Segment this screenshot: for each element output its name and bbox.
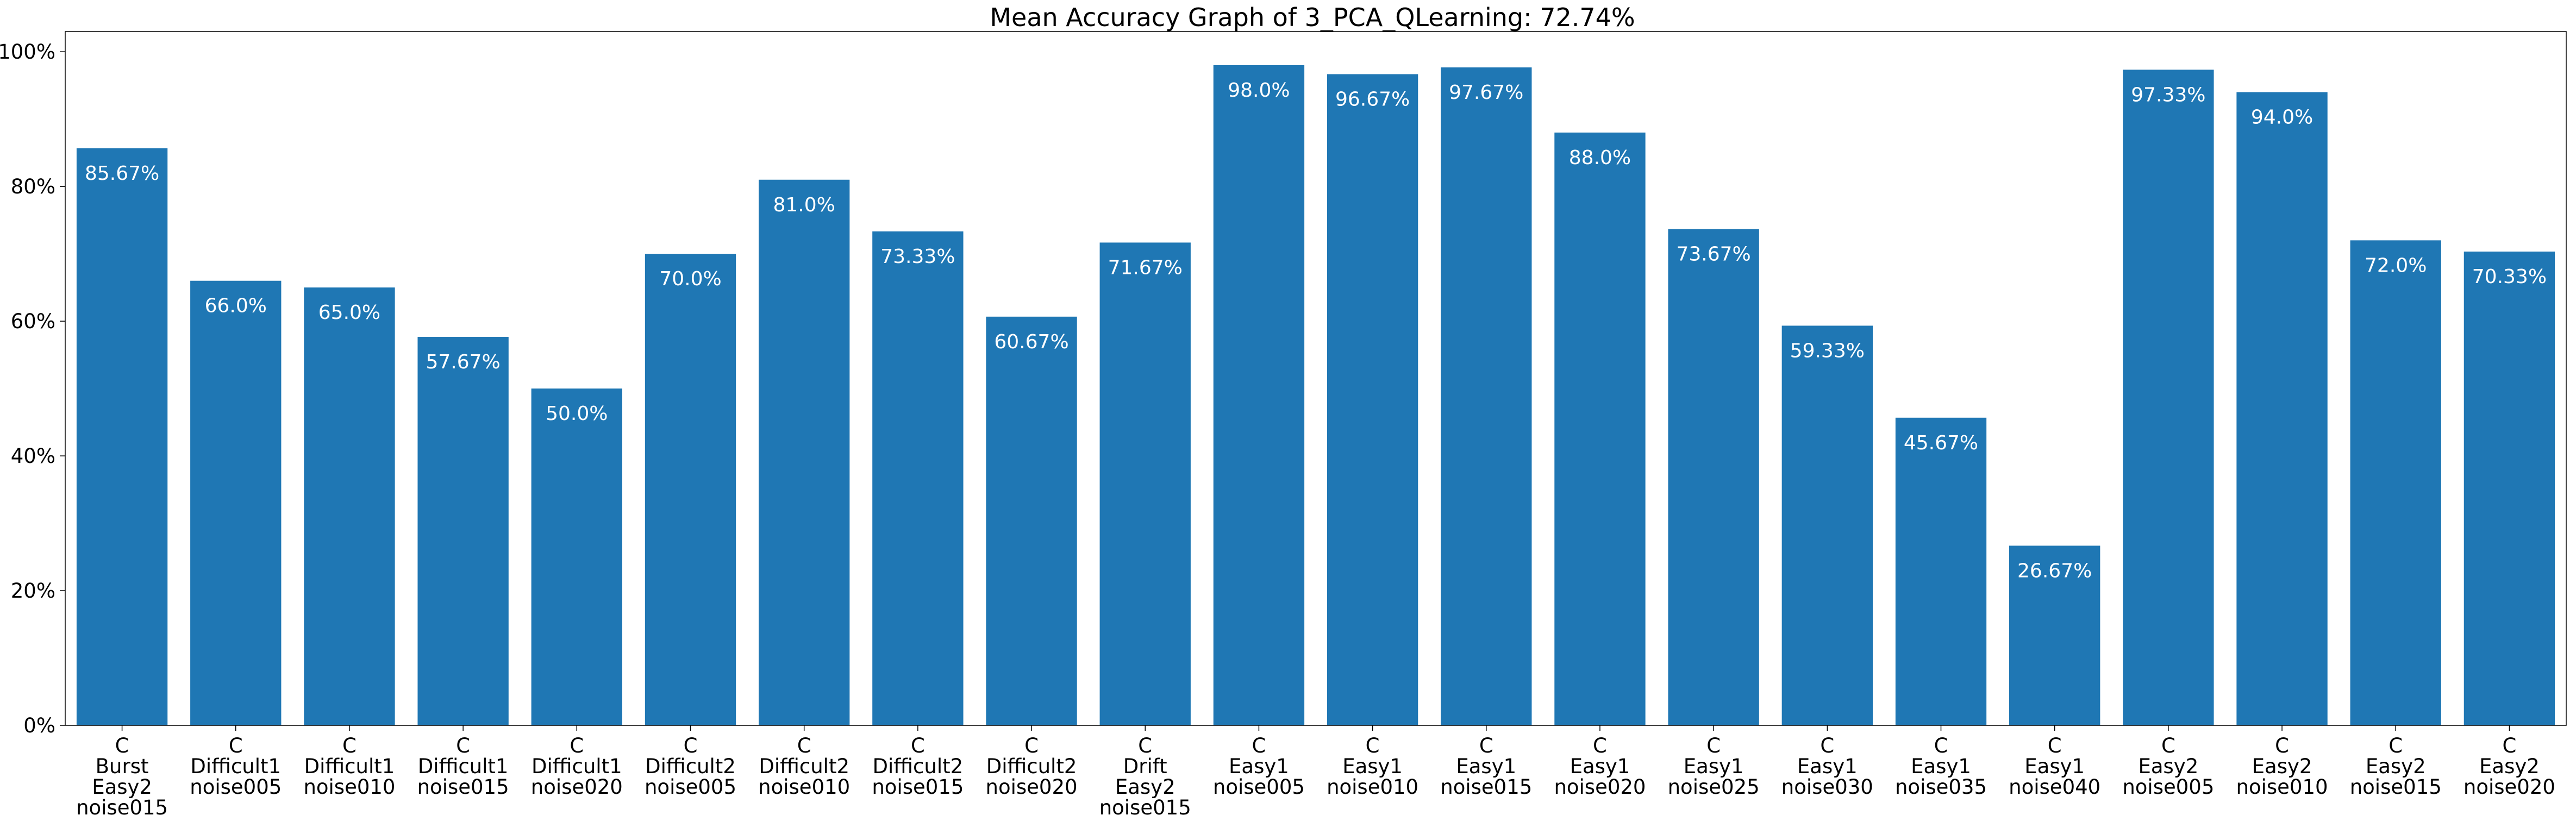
y-tick-label-0: 0% <box>23 714 55 737</box>
bar-9 <box>986 316 1077 725</box>
bar-1 <box>76 148 168 725</box>
x-tick-label-2: C Difficult1 noise005 <box>190 734 282 799</box>
x-tick-label-4: C Difficult1 noise015 <box>417 734 509 799</box>
bar-17 <box>1895 417 1987 725</box>
bar-8 <box>872 231 964 725</box>
bar-14 <box>1554 132 1646 726</box>
bar-22 <box>2464 252 2555 725</box>
data-label-22: 70.33% <box>2472 266 2547 288</box>
x-tick-label-22: C Easy2 noise020 <box>2464 734 2555 799</box>
x-tick-label-21: C Easy2 noise015 <box>2350 734 2442 799</box>
data-label-17: 45.67% <box>1904 432 1978 454</box>
chart-title: Mean Accuracy Graph of 3_PCA_QLearning: … <box>990 3 1635 32</box>
data-label-7: 81.0% <box>773 194 835 216</box>
data-label-15: 73.67% <box>1676 243 1750 266</box>
x-tick-label-3: C Difficult1 noise010 <box>303 734 395 799</box>
data-label-2: 66.0% <box>205 295 267 317</box>
x-tick-label-16: C Easy1 noise030 <box>1781 734 1873 799</box>
x-tick-label-14: C Easy1 noise020 <box>1554 734 1646 799</box>
data-label-16: 59.33% <box>1790 340 1865 362</box>
data-label-11: 98.0% <box>1228 79 1290 102</box>
bar-3 <box>304 287 395 725</box>
data-label-20: 94.0% <box>2251 106 2313 129</box>
bars-layer <box>76 65 2555 726</box>
y-tick-label-100: 100% <box>0 40 55 64</box>
data-label-4: 57.67% <box>426 351 500 373</box>
bar-20 <box>2236 92 2328 725</box>
x-tick-label-1: C Burst Easy2 noise015 <box>76 734 168 815</box>
data-label-12: 96.67% <box>1335 88 1410 110</box>
bar-11 <box>1213 65 1305 726</box>
x-tick-label-8: C Difficult2 noise015 <box>872 734 964 799</box>
x-tick-label-15: C Easy1 noise025 <box>1668 734 1760 799</box>
data-labels-layer: 85.67% 66.0% 65.0% 57.67% 50.0% 70.0% 81.0% 73.… <box>85 79 2547 582</box>
data-label-18: 26.67% <box>2017 560 2092 582</box>
bar-21 <box>2350 240 2441 725</box>
x-tick-label-18: C Easy1 noise040 <box>2009 734 2100 799</box>
bar-10 <box>1099 242 1191 725</box>
data-label-3: 65.0% <box>318 302 380 324</box>
bar-4 <box>417 337 509 725</box>
x-tick-label-5: C Difficult1 noise020 <box>531 734 623 799</box>
data-label-5: 50.0% <box>546 403 608 425</box>
y-tick-label-60: 60% <box>11 310 55 333</box>
x-tick-label-6: C Difficult2 noise005 <box>645 734 736 799</box>
bar-12 <box>1327 74 1418 725</box>
bar-18 <box>2009 546 2100 725</box>
data-label-19: 97.33% <box>2131 84 2205 106</box>
bar-15 <box>1668 229 1759 726</box>
y-axis: 0% 20% 40% 60% 80% 100% <box>0 40 65 737</box>
bar-13 <box>1441 67 1532 725</box>
data-label-13: 97.67% <box>1449 82 1523 104</box>
x-tick-label-13: C Easy1 noise015 <box>1440 734 1532 799</box>
x-tick-label-12: C Easy1 noise010 <box>1327 734 1418 799</box>
data-label-14: 88.0% <box>1569 147 1631 169</box>
plot-frame <box>65 31 2567 726</box>
data-label-21: 72.0% <box>2365 254 2427 277</box>
data-label-10: 71.67% <box>1108 256 1183 279</box>
x-axis: C Burst Easy2 noise015 C Difficult1 noise005 C D… <box>76 725 2555 815</box>
x-tick-label-10: C Drift Easy2 noise015 <box>1099 734 1191 815</box>
y-tick-label-80: 80% <box>11 175 55 198</box>
x-tick-label-20: C Easy2 noise010 <box>2236 734 2328 799</box>
data-label-1: 85.67% <box>85 162 159 185</box>
bar-16 <box>1781 325 1873 725</box>
data-label-9: 60.67% <box>994 331 1068 353</box>
bar-19 <box>2123 70 2214 725</box>
y-tick-label-20: 20% <box>11 579 55 603</box>
x-tick-label-7: C Difficult2 noise010 <box>758 734 850 799</box>
data-label-6: 70.0% <box>659 268 721 290</box>
x-tick-label-11: C Easy1 noise005 <box>1213 734 1305 799</box>
bar-2 <box>190 280 282 725</box>
bar-6 <box>645 254 736 725</box>
bar-7 <box>759 179 850 725</box>
data-label-8: 73.33% <box>880 246 955 268</box>
bar-5 <box>531 388 622 725</box>
x-tick-label-19: C Easy2 noise005 <box>2122 734 2214 799</box>
x-tick-label-9: C Difficult2 noise020 <box>986 734 1078 799</box>
y-tick-label-40: 40% <box>11 444 55 468</box>
x-tick-label-17: C Easy1 noise035 <box>1895 734 1987 799</box>
